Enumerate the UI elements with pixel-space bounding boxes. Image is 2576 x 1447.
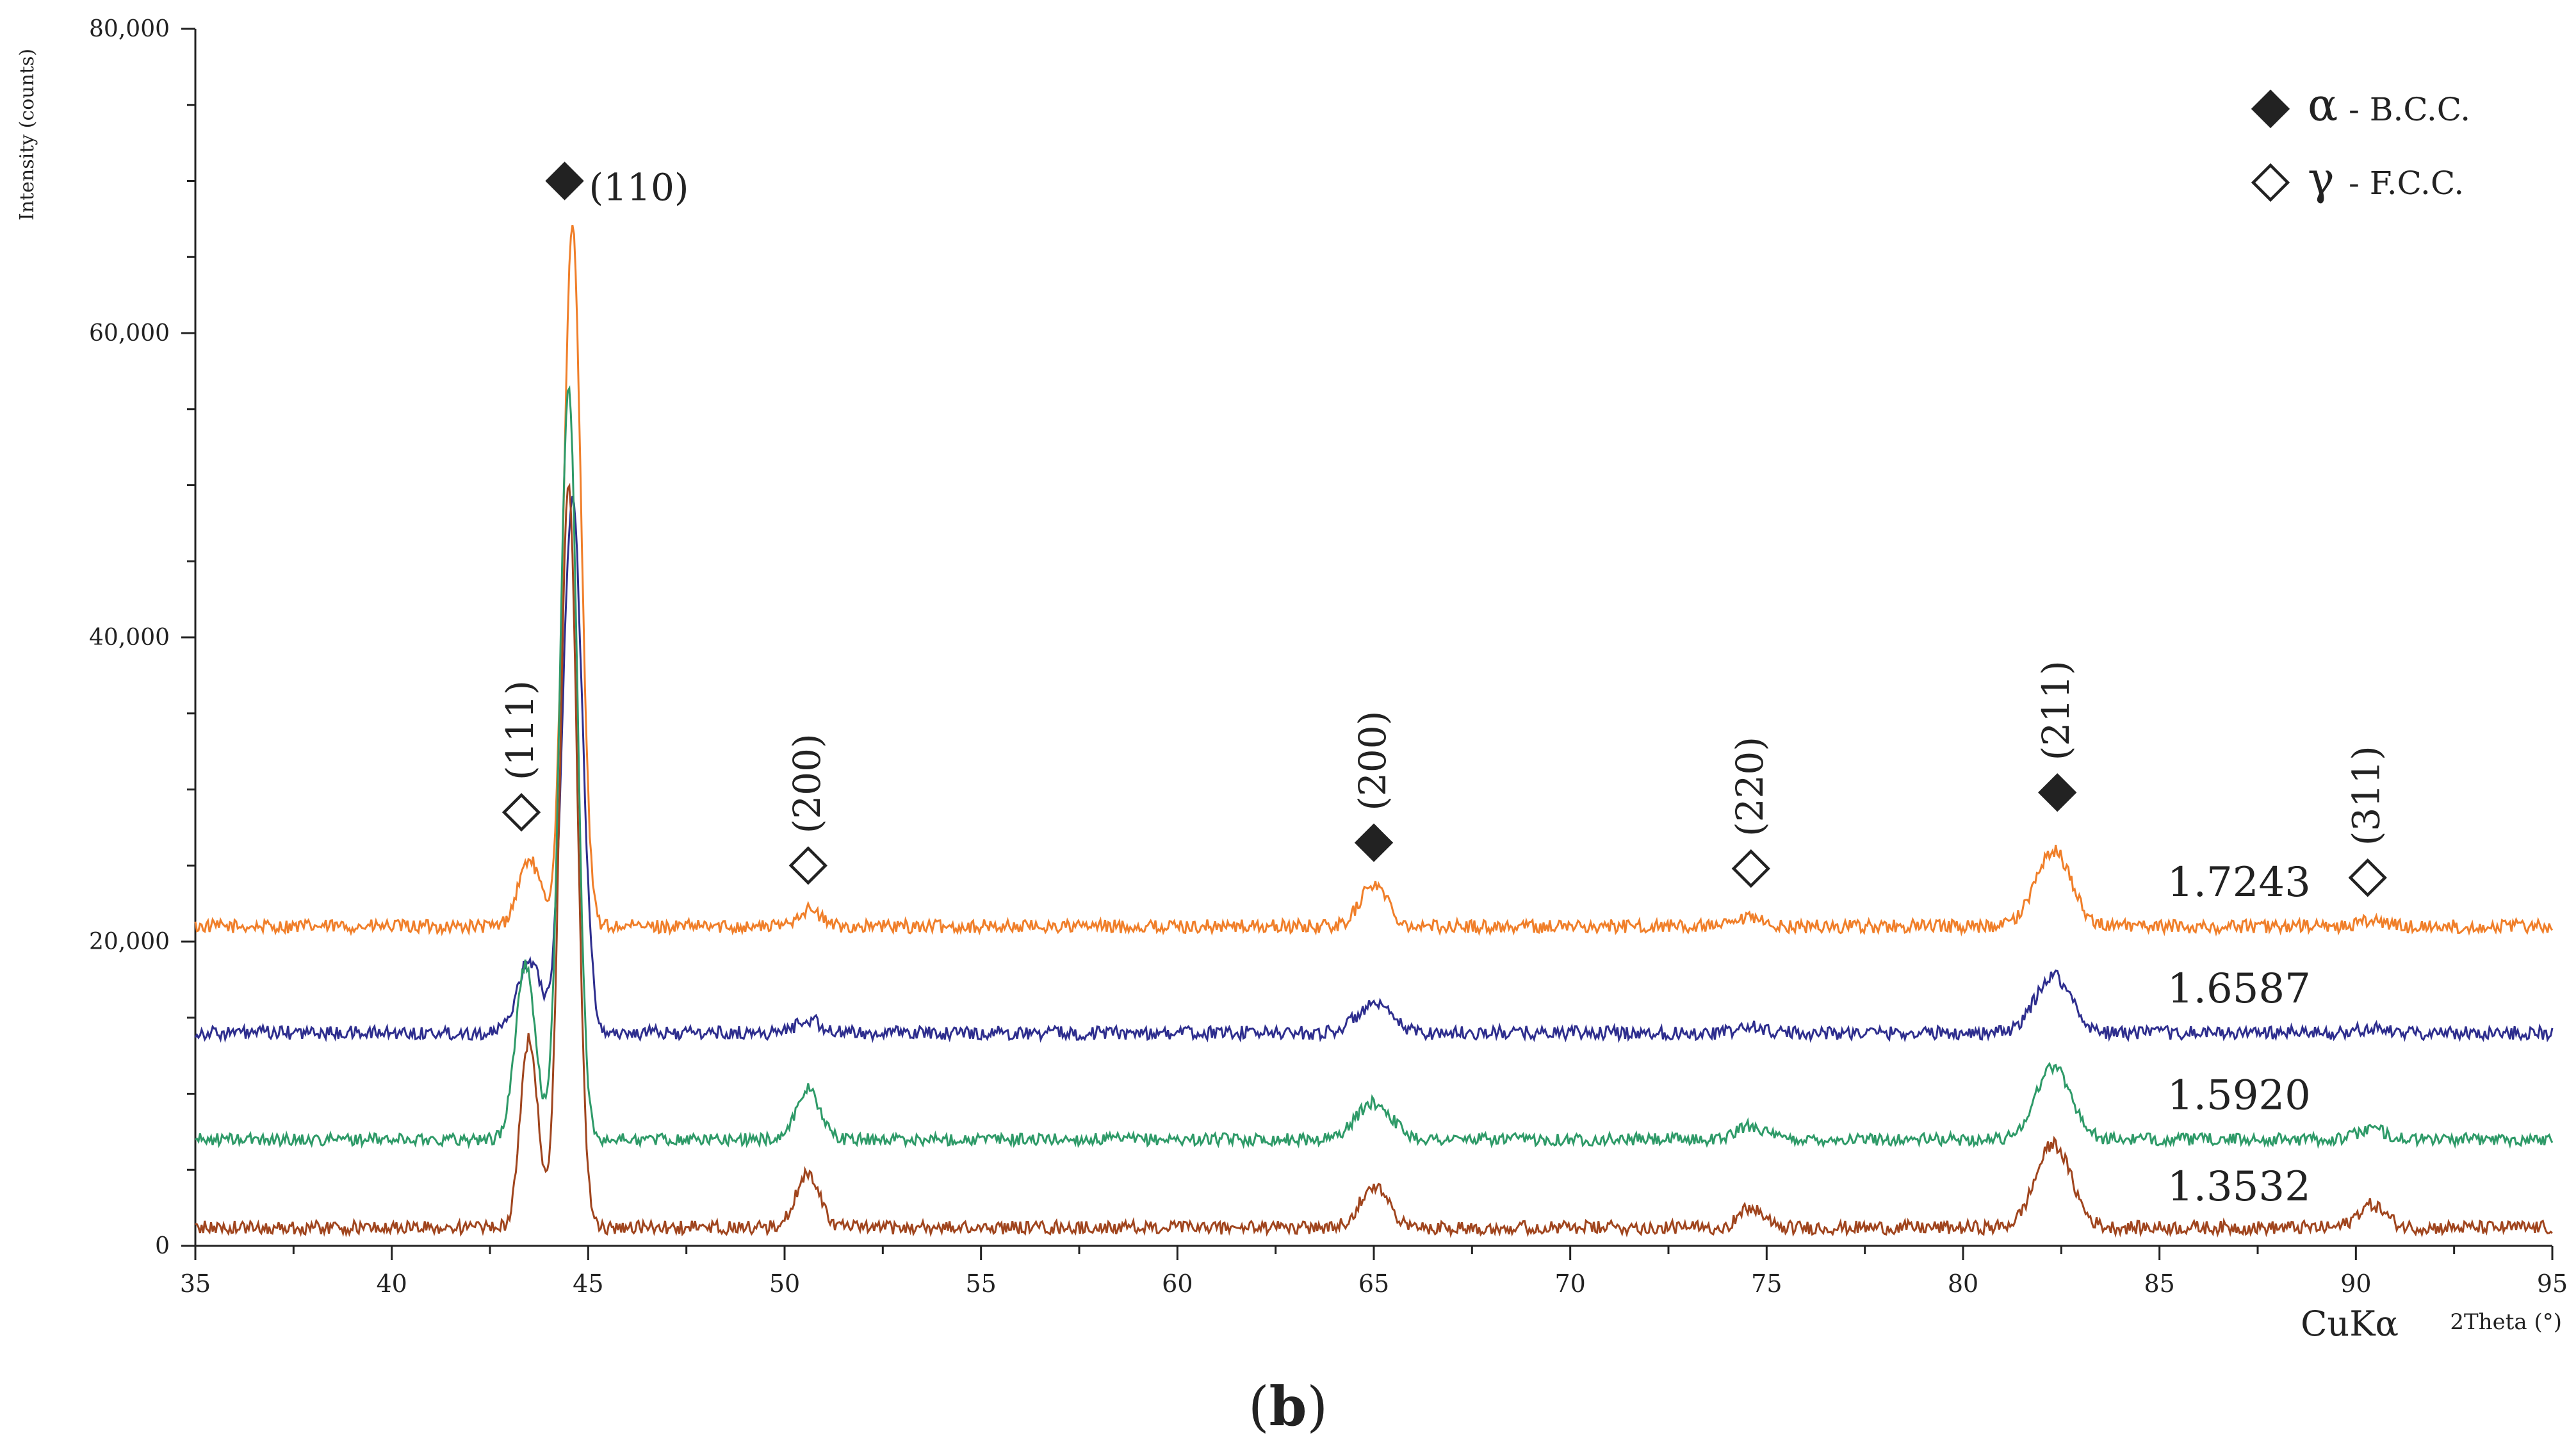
y-axis-title: Intensity (counts) (16, 49, 38, 220)
alpha-filled-diamond-icon (1354, 823, 1394, 862)
y-tick-label: 0 (155, 1233, 170, 1259)
x-tick-label: 55 (965, 1270, 996, 1298)
legend-text: - B.C.C. (2349, 91, 2470, 128)
series-line-1.6587 (194, 495, 2554, 1043)
y-tick-label: 80,000 (89, 16, 170, 42)
series-label: 1.6587 (2167, 965, 2311, 1013)
x-tick-label: 65 (1358, 1270, 1389, 1298)
x-tick-label: 80 (1948, 1270, 1978, 1298)
x-tick-label: 40 (376, 1270, 407, 1298)
gamma-open-diamond-icon (788, 846, 827, 885)
legend: α - B.C.C. γ - F.C.C. (2251, 79, 2470, 205)
y-tick-label: 60,000 (89, 320, 170, 347)
x-tick-label: 85 (2144, 1270, 2174, 1298)
x-tick-label: 60 (1162, 1270, 1193, 1298)
series-line-1.5920 (195, 385, 2554, 1150)
legend-text: - F.C.C. (2349, 165, 2464, 202)
alpha-filled-diamond-icon (545, 161, 584, 200)
peak-label: (311) (2345, 746, 2388, 846)
legend-symbol: α (2308, 79, 2338, 131)
peak-label: (110) (589, 166, 689, 209)
y-tick-label: 20,000 (89, 929, 170, 955)
peak-label: (220) (1728, 737, 1772, 837)
series-lines: 1.7243 1.6587 1.5920 1.3532 (194, 225, 2554, 1238)
series-label: 1.3532 (2167, 1163, 2311, 1211)
gamma-open-diamond-icon (2348, 858, 2387, 897)
x-tick-label: 75 (1751, 1270, 1782, 1298)
x-tick-label: 90 (2340, 1270, 2371, 1298)
x-axis-title: 2Theta (°) (2450, 1309, 2562, 1335)
peak-annotations: (111) (110) (200) (200) (220) (211) (311) (498, 161, 2388, 897)
series-label: 1.5920 (2167, 1072, 2311, 1119)
peak-label: (200) (1351, 711, 1394, 811)
axes: 35 40 45 50 55 60 65 70 75 80 85 90 95 0 20,000 40,000 6… (89, 16, 2568, 1298)
alpha-filled-diamond-icon (2038, 773, 2077, 812)
x-tick-label: 70 (1554, 1270, 1585, 1298)
x-tick-label: 95 (2537, 1270, 2568, 1298)
series-line-1.3532 (195, 482, 2553, 1238)
series-line-1.7243 (194, 225, 2554, 937)
peak-label: (111) (498, 680, 542, 780)
axis-labels: Intensity (counts) CuKα 2Theta (°) (b) (16, 49, 2562, 1438)
x-tick-label: 35 (180, 1270, 211, 1298)
x-axis-extra-label: CuKα (2301, 1304, 2399, 1344)
legend-open-diamond-icon (2251, 163, 2290, 202)
figure-caption: (b) (1248, 1375, 1328, 1438)
series-label: 1.7243 (2167, 859, 2311, 906)
x-tick-label: 45 (573, 1270, 603, 1298)
x-tick-label: 50 (769, 1270, 800, 1298)
gamma-open-diamond-icon (501, 792, 541, 832)
legend-filled-diamond-icon (2251, 89, 2290, 129)
y-tick-label: 40,000 (89, 625, 170, 651)
legend-symbol: γ (2308, 152, 2335, 205)
peak-label: (200) (785, 733, 829, 833)
gamma-open-diamond-icon (1731, 849, 1770, 888)
peak-label: (211) (2034, 660, 2078, 760)
